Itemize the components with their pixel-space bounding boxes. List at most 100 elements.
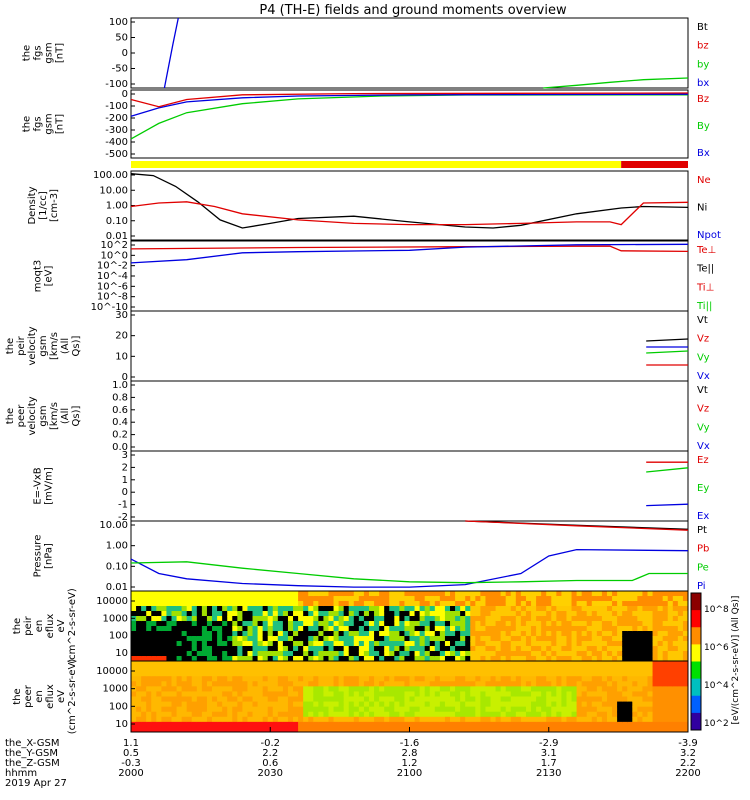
spectrogram-cell <box>196 621 203 627</box>
spectrogram-cell <box>596 671 603 677</box>
spectrogram-cell <box>617 696 623 703</box>
spectrogram-cell <box>647 706 654 713</box>
spectrogram-cell <box>131 716 137 723</box>
spectrogram-cell <box>642 721 648 728</box>
spectrogram-cell <box>627 661 633 667</box>
spectrogram-cell <box>455 701 461 708</box>
spectrogram-cell <box>196 711 203 718</box>
spectrogram-cell <box>571 656 578 662</box>
spectrogram-cell <box>460 651 466 657</box>
spectrogram-cell <box>505 616 512 622</box>
legend-label: Bz <box>697 94 709 105</box>
spectrogram-cell <box>632 701 638 708</box>
spectrogram-cell <box>455 651 461 657</box>
spectrogram-cell <box>566 686 573 692</box>
spectrogram-cell <box>348 611 355 617</box>
spectrogram-cell <box>500 641 507 647</box>
spectrogram-cell <box>424 671 431 677</box>
spectrogram-cell <box>682 686 689 692</box>
spectrogram-cell <box>591 726 598 733</box>
spectrogram-cell <box>348 626 355 632</box>
spectrogram-cell <box>450 591 456 597</box>
spectrogram-cell <box>227 606 233 612</box>
spectrogram-cell <box>642 706 648 713</box>
y-tick-label: -300 <box>105 125 128 136</box>
spectrogram-cell <box>313 621 319 627</box>
spectrogram-cell <box>384 656 390 662</box>
spectrogram-cell <box>414 716 421 723</box>
spectrogram-cell <box>399 596 405 602</box>
spectrogram-cell <box>470 636 476 642</box>
spectrogram-cell <box>520 696 527 703</box>
spectrogram-cell <box>394 621 400 627</box>
spectrogram-cell <box>272 676 279 682</box>
spectrogram-cell <box>368 681 375 687</box>
spectrogram-cell <box>151 716 157 723</box>
spectrogram-cell <box>298 621 304 627</box>
spectrogram-cell <box>262 701 269 708</box>
spectrogram-cell <box>242 651 248 657</box>
spectrogram-cell <box>384 651 390 657</box>
spectrogram-cell <box>601 621 608 627</box>
spectrogram-cell <box>505 631 512 637</box>
spectrogram-cell <box>617 661 623 667</box>
spectrogram-cell <box>252 726 259 733</box>
y-axis-label: the <box>22 116 33 132</box>
spectrogram-cell <box>136 626 142 632</box>
spectrogram-cell <box>662 651 669 657</box>
spectrogram-cell <box>151 676 157 682</box>
spectrogram-cell <box>627 691 633 697</box>
spectrogram-cell <box>581 716 588 723</box>
spectrogram-cell <box>282 661 289 667</box>
spectrogram-cell <box>217 601 223 607</box>
spectrogram-cell <box>353 681 360 687</box>
spectrogram-cell <box>637 676 643 682</box>
spectrogram-cell <box>627 701 633 708</box>
spectrogram-cell <box>353 651 360 657</box>
spectrogram-cell <box>146 626 152 632</box>
spectrogram-cell <box>566 626 573 632</box>
spectrogram-cell <box>424 636 431 642</box>
spectrogram-cell <box>429 676 436 682</box>
spectrogram-cell <box>156 701 162 708</box>
spectrogram-cell <box>191 666 198 672</box>
spectrogram-cell <box>617 711 623 718</box>
spectrogram-cell <box>368 646 375 652</box>
spectrogram-cell <box>201 666 208 672</box>
spectrogram-cell <box>404 686 410 692</box>
spectrogram-cell <box>439 681 446 687</box>
spectrogram-cell <box>313 636 319 642</box>
spectrogram-cell <box>450 701 456 708</box>
spectrogram-cell <box>252 686 259 692</box>
spectrogram-cell <box>475 686 481 692</box>
spectrogram-cell <box>176 636 183 642</box>
spectrogram-cell <box>308 721 314 728</box>
spectrogram-cell <box>566 681 573 687</box>
spectrogram-cell <box>647 601 654 607</box>
spectrogram-cell <box>677 666 684 672</box>
spectrogram-cell <box>293 591 299 597</box>
spectrogram-cell <box>363 701 370 708</box>
spectrogram-cell <box>450 706 456 713</box>
spectrogram-cell <box>222 696 228 703</box>
spectrogram-cell <box>525 666 532 672</box>
spectrogram-cell <box>298 656 304 662</box>
spectrogram-cell <box>475 601 481 607</box>
ephemeris-value: 2030 <box>258 768 283 779</box>
spectrogram-cell <box>612 721 618 728</box>
spectrogram-cell <box>131 711 137 718</box>
spectrogram-cell <box>257 646 264 652</box>
spectrogram-cell <box>287 611 294 617</box>
legend-label: Ti|| <box>696 301 712 312</box>
spectrogram-cell <box>414 636 421 642</box>
y-tick-label: 1 <box>122 475 128 486</box>
spectrogram-cell <box>541 591 547 597</box>
spectrogram-cell <box>201 651 208 657</box>
spectrogram-cell <box>201 606 208 612</box>
spectrogram-cell <box>571 636 578 642</box>
spectrogram-cell <box>617 651 623 657</box>
spectrogram-cell <box>657 661 664 667</box>
spectrogram-cell <box>166 691 173 697</box>
spectrogram-cell <box>338 626 345 632</box>
spectrogram-cell <box>601 601 608 607</box>
